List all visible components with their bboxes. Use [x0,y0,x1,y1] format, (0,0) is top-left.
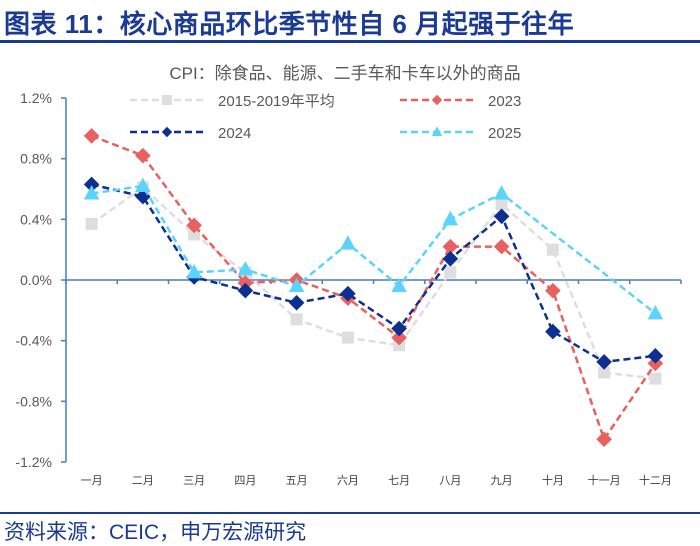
data-point-square [546,243,559,256]
data-point-diamond [431,94,443,106]
series-line [91,183,656,364]
data-point-triangle [288,277,305,293]
data-point-triangle [442,210,459,226]
data-point-diamond [545,323,561,340]
x-tick-label: 五月 [286,475,308,487]
data-point-diamond [340,285,356,302]
data-point-triangle [83,185,100,200]
y-tick-label: 0.0% [20,272,52,288]
data-point-square [495,198,508,211]
series-line [91,134,657,443]
data-point-diamond [493,238,510,255]
data-point-diamond [442,250,459,267]
legend-label: 2023 [488,93,521,110]
title-divider [0,40,700,43]
legend-label: 2024 [218,125,251,142]
data-point-diamond [83,176,100,193]
line-chart: CPI：除食品、能源、二手车和卡车以外的商品 1.2% 0.8% 0.4% 0.0% -… [15,64,682,487]
data-point-diamond [391,329,407,346]
data-point-square [162,95,172,105]
data-point-diamond [237,282,254,299]
legend-item: 2024 [130,125,251,142]
x-tick-label: 七月 [388,474,410,487]
data-point-diamond [186,217,202,234]
source-divider [0,512,700,514]
legend-item: 2023 [400,93,521,110]
data-point-diamond [545,282,561,299]
y-tick-label: 0.4% [20,211,52,227]
series-line [90,185,656,380]
data-point-diamond [493,208,510,225]
data-point-square [444,266,457,279]
x-tick-label: 六月 [337,474,359,487]
x-tick-label: 八月 [439,475,461,487]
data-point-diamond [596,431,612,448]
x-tick-label: 四月 [234,475,256,487]
data-point-square [85,217,98,230]
data-point-triangle [340,235,356,250]
data-point-diamond [161,126,173,138]
legend-item: 2015-2019年平均 [130,93,335,110]
data-point-square [649,372,662,385]
figure-title: 图表 11：核心商品环比季节性自 6 月起强于往年 [4,9,575,39]
data-point-triangle [186,264,202,279]
data-point-square [598,366,611,379]
data-point-diamond [135,147,151,164]
data-point-triangle [391,277,407,293]
x-tick-label: 十一月 [588,473,621,487]
y-tick-label: 1.2% [20,90,52,106]
legend-label: 2025 [488,125,521,142]
series-line [91,184,657,315]
y-tick-label: 0.8% [20,151,52,167]
data-point-triangle [135,177,151,192]
data-point-triangle [493,185,510,200]
x-tick-label: 十月 [542,473,564,487]
x-tick-label: 一月 [81,475,103,487]
legend-item: 2025 [400,125,521,142]
x-tick-label: 九月 [491,474,513,487]
x-tick-label: 二月 [132,475,154,487]
data-point-triangle [431,126,443,136]
x-tick-label: 十二月 [639,473,672,487]
x-tick-label: 三月 [183,475,205,487]
y-tick-label: -0.4% [15,333,52,349]
data-point-square [290,313,303,326]
data-point-diamond [442,238,459,255]
data-point-triangle [237,260,254,276]
data-point-diamond [391,320,407,337]
data-point-diamond [288,294,305,311]
data-point-diamond [83,128,100,144]
source-note: 资料来源：CEIC，申万宏源研究 [4,521,307,544]
data-point-square [341,331,354,344]
data-point-diamond [647,348,664,364]
data-point-square [188,228,201,241]
series-2024 [83,176,664,370]
y-tick-label: -0.8% [15,393,52,409]
y-tick-label: -1.2% [15,454,52,470]
series-2025 [83,177,664,320]
data-point-triangle [647,304,664,320]
data-point-diamond [596,354,612,370]
legend-label: 2015-2019年平均 [218,93,335,110]
chart-title: CPI：除食品、能源、二手车和卡车以外的商品 [169,64,520,83]
series-2023 [83,128,664,448]
